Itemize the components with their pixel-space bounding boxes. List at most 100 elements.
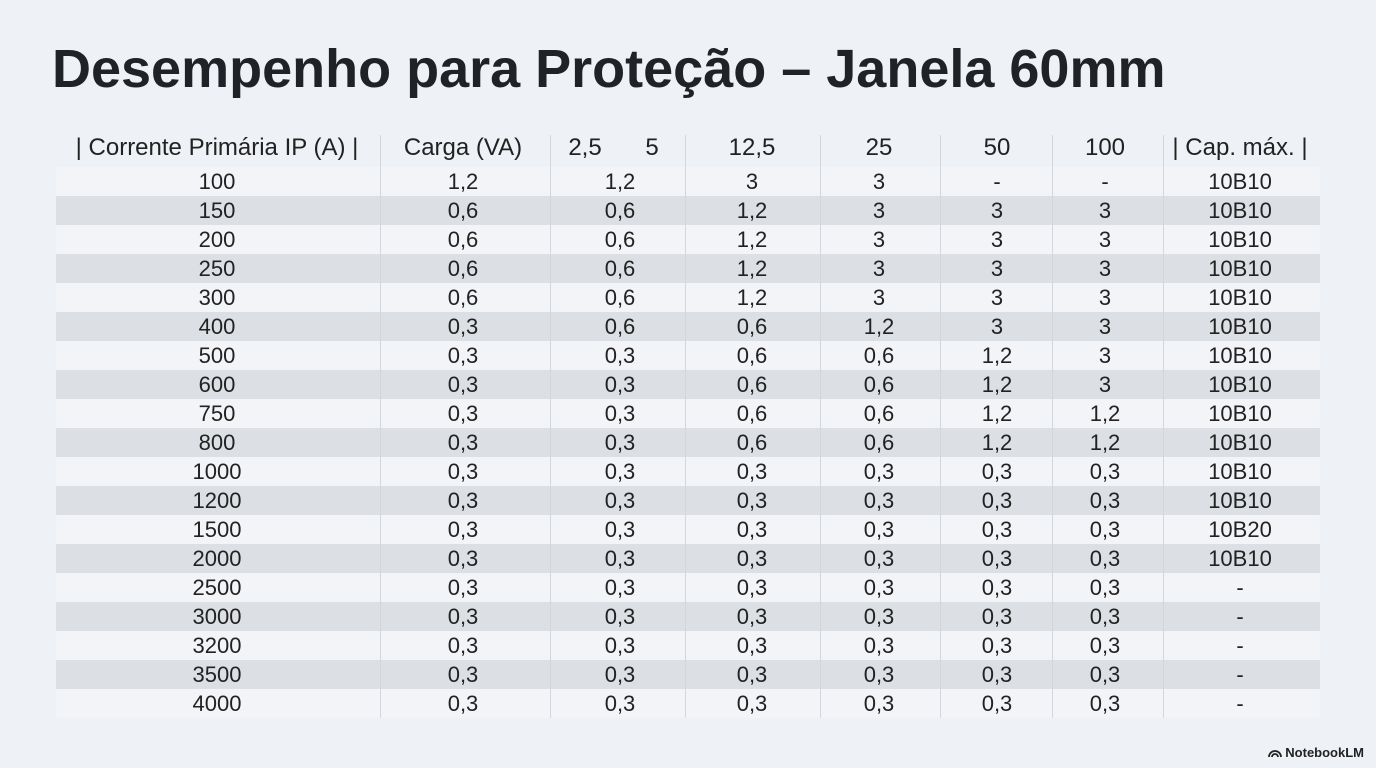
table-cell: 10B10 — [1208, 488, 1272, 513]
table-cell: 0,3 — [863, 633, 895, 658]
table-cell: 2500 — [192, 575, 242, 600]
row-band — [56, 486, 1320, 515]
table-cell: 0,3 — [447, 546, 479, 571]
table-cell: 0,3 — [981, 633, 1013, 658]
table-cell: 0,6 — [863, 430, 895, 455]
row-band — [56, 341, 1320, 370]
table-cell: 3 — [1098, 285, 1112, 310]
table-cell: 0,3 — [604, 691, 636, 716]
header-cell: 100 — [1084, 134, 1126, 161]
table-cell: 0,3 — [863, 691, 895, 716]
header-cell: 5 — [645, 134, 659, 161]
table-cell: 0,3 — [736, 546, 768, 571]
table-cell: 10B10 — [1208, 459, 1272, 484]
table-cell: 10B10 — [1208, 343, 1272, 368]
table-cell: 0,3 — [1089, 604, 1121, 629]
table-cell: 10B10 — [1208, 430, 1272, 455]
table-cell: 1,2 — [981, 430, 1013, 455]
table-cell: 10B10 — [1208, 169, 1272, 194]
row-band — [56, 167, 1320, 196]
table-cell: 1,2 — [981, 372, 1013, 397]
table-cell: 3200 — [192, 633, 242, 658]
row-band — [56, 602, 1320, 631]
table-cell: 10B10 — [1208, 314, 1272, 339]
table-cell: 0,3 — [447, 488, 479, 513]
table-cell: - — [993, 169, 1001, 194]
table-cell: 0,6 — [447, 285, 479, 310]
table-cell: 0,3 — [981, 488, 1013, 513]
column-divider — [1163, 135, 1164, 718]
header-cell: 25 — [865, 134, 893, 161]
table-cell: - — [1236, 633, 1244, 658]
table-cell: - — [1236, 575, 1244, 600]
table-cell: 1,2 — [447, 169, 479, 194]
table-cell: 0,6 — [863, 401, 895, 426]
title: Desempenho para Proteção – Janela 60mm — [52, 39, 1166, 99]
table-cell: 0,3 — [447, 604, 479, 629]
table-cell: 0,6 — [604, 285, 636, 310]
table-cell: 0,3 — [736, 691, 768, 716]
table-cell: 0,3 — [447, 372, 479, 397]
row-band — [56, 457, 1320, 486]
table-cell: 0,3 — [863, 459, 895, 484]
table-cell: 0,6 — [863, 343, 895, 368]
column-divider — [380, 135, 381, 718]
table-cell: 0,3 — [981, 575, 1013, 600]
row-band — [56, 254, 1320, 283]
table-cell: 0,3 — [604, 459, 636, 484]
row-band — [56, 225, 1320, 254]
table-cell: 600 — [198, 372, 236, 397]
table-cell: 2000 — [192, 546, 242, 571]
table-cell: 1,2 — [736, 227, 768, 252]
table-cell: 10B20 — [1208, 517, 1272, 542]
row-band — [56, 515, 1320, 544]
table-cell: 10B10 — [1208, 372, 1272, 397]
table-cell: 1,2 — [604, 169, 636, 194]
table-cell: 10B10 — [1208, 227, 1272, 252]
table-cell: 1500 — [192, 517, 242, 542]
table-cell: 0,3 — [1089, 517, 1121, 542]
table-cell: 0,3 — [604, 343, 636, 368]
table-cell: 3 — [1098, 227, 1112, 252]
table-cell: 0,3 — [736, 488, 768, 513]
table-cell: 3 — [1098, 314, 1112, 339]
table-cell: 10B10 — [1208, 546, 1272, 571]
row-band — [56, 573, 1320, 602]
table-cell: 250 — [198, 256, 236, 281]
table-cell: 0,6 — [447, 198, 479, 223]
row-band — [56, 428, 1320, 457]
table-cell: 1,2 — [981, 343, 1013, 368]
table-cell: 750 — [198, 401, 236, 426]
row-band — [56, 399, 1320, 428]
table-cell: 0,3 — [736, 662, 768, 687]
row-band — [56, 370, 1320, 399]
table-cell: 0,3 — [1089, 575, 1121, 600]
table-cell: 10B10 — [1208, 256, 1272, 281]
row-band — [56, 631, 1320, 660]
table-cell: 0,3 — [604, 546, 636, 571]
table-cell: 150 — [198, 198, 236, 223]
table-cell: 0,3 — [981, 546, 1013, 571]
table-cell: 3 — [1098, 198, 1112, 223]
table-cell: 0,3 — [447, 633, 479, 658]
table-cell: 0,3 — [604, 401, 636, 426]
table-cell: 3500 — [192, 662, 242, 687]
column-divider — [1052, 135, 1053, 718]
header-cell: Carga (VA) — [403, 134, 523, 161]
column-divider — [550, 135, 551, 718]
table-cell: 0,6 — [736, 430, 768, 455]
table-cell: 0,3 — [447, 401, 479, 426]
table-cell: 0,3 — [863, 488, 895, 513]
table-cell: 0,3 — [981, 459, 1013, 484]
table-cell: 0,3 — [447, 459, 479, 484]
table-cell: 0,6 — [447, 227, 479, 252]
table-cell: 1,2 — [736, 198, 768, 223]
table-cell: - — [1236, 691, 1244, 716]
table-cell: 0,3 — [981, 517, 1013, 542]
table-cell: 1,2 — [736, 256, 768, 281]
table-cell: 0,6 — [736, 343, 768, 368]
table-cell: 0,6 — [604, 227, 636, 252]
table-cell: 0,3 — [604, 517, 636, 542]
table-cell: 0,6 — [736, 401, 768, 426]
